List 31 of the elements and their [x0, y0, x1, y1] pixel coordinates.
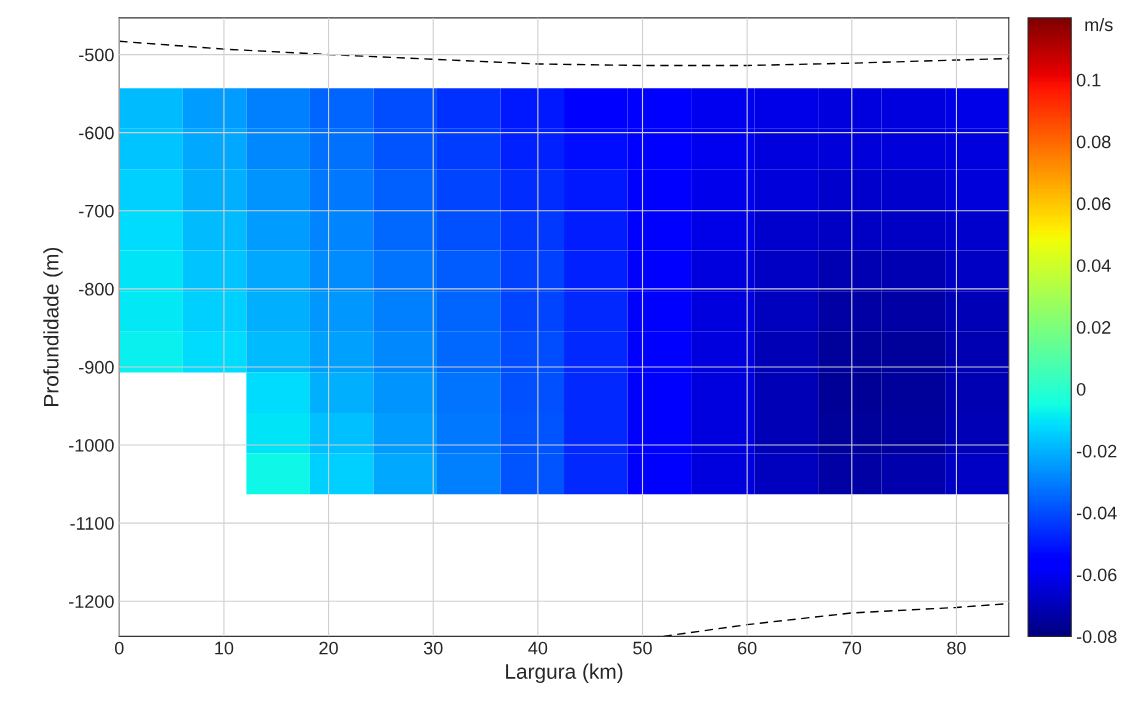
color-bar-label: 0.06	[1076, 197, 1111, 211]
color-bar-label: 0.08	[1076, 135, 1111, 149]
color-bar-title: m/s	[1085, 17, 1113, 32]
y-axis-title: Profundidade (m)	[43, 247, 63, 406]
x-tick-label: 20	[319, 641, 338, 655]
y-tick-label: -700	[79, 204, 114, 218]
color-bar-label: 0.1	[1076, 73, 1101, 87]
x-tick-label: 10	[215, 641, 234, 655]
x-tick-label: 70	[842, 641, 862, 655]
y-tick-label: -1200	[69, 595, 114, 608]
color-bar-label: -0.08	[1076, 630, 1117, 644]
color-bar-label: 0.02	[1076, 321, 1111, 334]
color-bar-label: 0	[1076, 382, 1086, 396]
color-bar-label: 0.04	[1076, 259, 1111, 272]
x-tick-label: 40	[528, 641, 548, 655]
line-series	[119, 40, 1009, 67]
y-tick-label: -1000	[69, 438, 114, 452]
x-tick-label: 0	[114, 641, 124, 655]
color-bar-label: -0.06	[1076, 568, 1117, 582]
x-axis-title: Largura (km)	[506, 663, 623, 684]
x-tick-label: 50	[633, 641, 652, 655]
y-tick-label: -900	[79, 360, 114, 374]
color-bar-label: -0.04	[1076, 506, 1117, 520]
y-tick-label: -500	[79, 48, 114, 62]
y-tick-label: -800	[79, 282, 114, 296]
y-tick-label: -600	[79, 126, 114, 140]
color-bar-label: -0.02	[1076, 444, 1117, 458]
x-tick-label: 80	[947, 641, 966, 655]
x-tick-label: 60	[738, 641, 757, 655]
y-tick-label: -1100	[70, 517, 114, 530]
x-tick-label: 30	[423, 641, 443, 655]
